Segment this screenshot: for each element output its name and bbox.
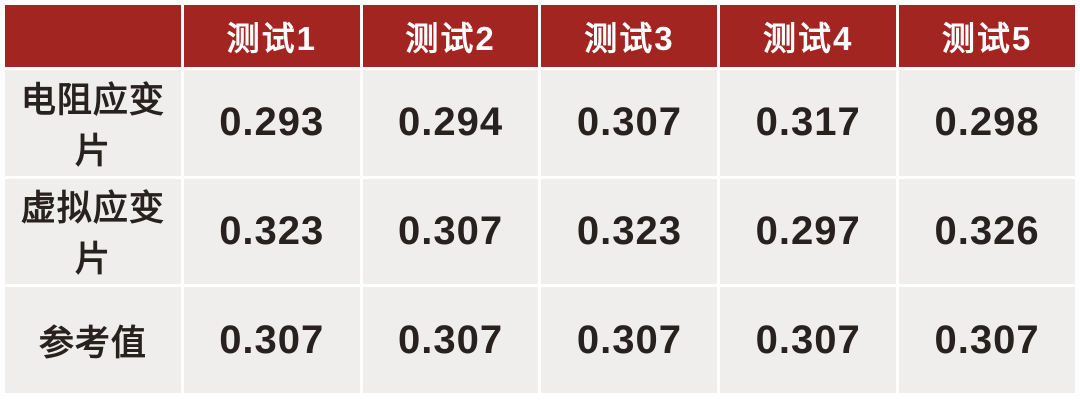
- column-header-test2: 测试2: [362, 5, 539, 67]
- value-cell: 0.326: [899, 178, 1075, 285]
- column-header-test5: 测试5: [899, 5, 1075, 67]
- column-header-test1: 测试1: [183, 5, 360, 67]
- value-cell: 0.307: [720, 287, 897, 393]
- value-cell: 0.307: [899, 287, 1075, 393]
- value-cell: 0.307: [541, 287, 718, 393]
- value-cell: 0.323: [183, 178, 360, 285]
- value-cell: 0.293: [183, 70, 360, 176]
- row-label: 参考值: [5, 287, 181, 393]
- row-label: 虚拟应变片: [5, 178, 181, 285]
- row-label: 电阻应变片: [5, 70, 181, 176]
- value-cell: 0.307: [362, 287, 539, 393]
- value-cell: 0.297: [720, 178, 897, 285]
- value-cell: 0.317: [720, 70, 897, 176]
- value-cell: 0.323: [541, 178, 718, 285]
- value-cell: 0.298: [899, 70, 1075, 176]
- value-cell: 0.307: [541, 70, 718, 176]
- corner-cell: [5, 5, 181, 67]
- table-row-resistance-strain-gauge: 电阻应变片 0.293 0.294 0.307 0.317 0.298: [5, 70, 1075, 176]
- value-cell: 0.307: [362, 178, 539, 285]
- column-header-test3: 测试3: [541, 5, 718, 67]
- table-row-reference-value: 参考值 0.307 0.307 0.307 0.307 0.307: [5, 287, 1075, 393]
- table-header-row: 测试1 测试2 测试3 测试4 测试5: [5, 5, 1075, 67]
- table-row-virtual-strain-gauge: 虚拟应变片 0.323 0.307 0.323 0.297 0.326: [5, 178, 1075, 285]
- column-header-test4: 测试4: [720, 5, 897, 67]
- value-cell: 0.294: [362, 70, 539, 176]
- value-cell: 0.307: [183, 287, 360, 393]
